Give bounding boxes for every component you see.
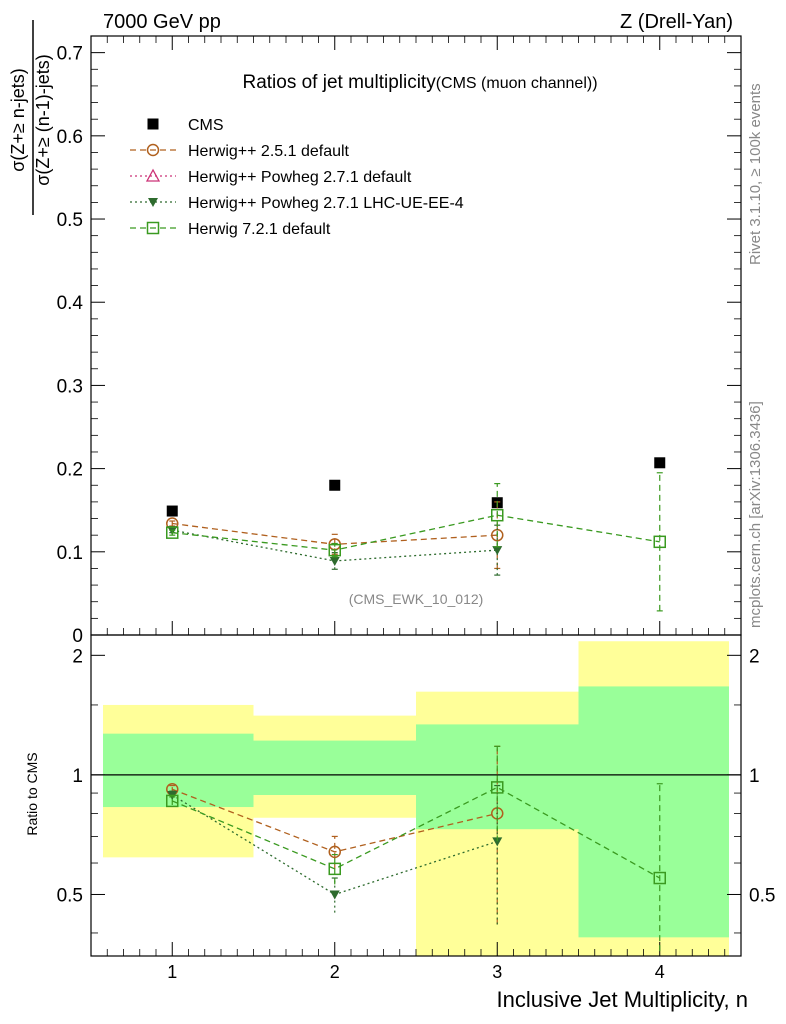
ratio-point-powheg_lhc [329,890,340,900]
y-label-denominator: σ(Z+≥ (n-1)-jets) [33,54,53,186]
data-point-cms [166,505,178,517]
ratio-y-tick-label-right: 2 [749,646,760,667]
ratio-series-herwig721 [166,745,666,952]
process-label: Z (Drell-Yan) [620,11,733,33]
ratio-point-herwig251 [328,845,341,859]
ratio-point-herwig721 [328,862,341,876]
ratio-y-axis-label: Ratio to CMS [24,752,40,835]
legend-entry-powheg_lhc: Herwig++ Powheg 2.7.1 LHC-UE-EE-4 [130,195,464,212]
legend-entry-powheg271: Herwig++ Powheg 2.7.1 default [130,168,412,186]
data-point-powheg_lhc [329,556,340,566]
legend-marker [148,198,158,207]
series-cms [166,457,666,517]
main-y-tick-label: 0 [72,626,83,647]
uncertainty-band-inner [253,740,416,795]
ratio-y-tick-label-right: 0.5 [749,885,775,906]
x-tick-label: 3 [492,962,502,982]
ratio-point-herwig721 [491,781,504,794]
data-point-herwig721 [491,508,504,522]
main-y-tick-label: 0.7 [57,44,83,65]
main-y-axis-label: σ(Z+≥ n-jets) σ(Z+≥ (n-1)-jets) [8,20,53,215]
legend-marker [145,168,161,182]
ratio-point-herwig721 [166,794,179,808]
main-y-tick-label: 0.6 [57,127,83,148]
data-point-herwig721 [166,526,179,539]
title-main: Ratios of jet multiplicity [242,72,436,93]
title-suffix: (CMS (muon channel)) [436,75,598,92]
series-herwig721 [166,472,666,612]
collision-energy-label: 7000 GeV pp [103,11,221,33]
ratio-y-tick-label: 2 [72,646,83,667]
legend-marker [146,143,160,157]
main-y-tick-label: 0.4 [57,293,84,314]
series-line-herwig721 [172,514,660,551]
legend-entry-herwig251: Herwig++ 2.5.1 default [130,143,350,160]
legend-entry-herwig721: Herwig 7.2.1 default [130,221,331,238]
legend-marker [146,221,160,235]
mcplots-reference-label: mcplots.cern.ch [arXiv:1306.3436] [747,401,764,628]
data-point-cms [654,457,666,469]
uncertainty-band-inner [578,686,729,938]
legend-label: Herwig 7.2.1 default [188,221,331,238]
legend-entry-cms: CMS [147,117,224,134]
ratio-y-tick-label: 0.5 [57,885,83,906]
x-axis-label: Inclusive Jet Multiplicity, n [497,987,748,1012]
legend-label: Herwig++ 2.5.1 default [188,143,350,160]
ratio-point-powheg_lhc [492,837,503,847]
data-point-cms [329,479,341,491]
rivet-version-label: Rivet 3.1.10, ≥ 100k events [747,83,764,265]
legend-label: CMS [188,117,224,134]
ratio-y-tick-label: 1 [72,766,83,787]
ratio-point-herwig721 [653,871,666,885]
ratio-line-herwig721 [171,786,661,879]
ratio-line-herwig251 [172,788,498,853]
main-y-tick-label: 0.5 [57,210,83,231]
x-tick-label: 2 [330,962,340,982]
main-y-tick-label: 0.1 [57,543,83,564]
main-chart-title: Ratios of jet multiplicity(CMS (muon cha… [242,72,597,93]
x-tick-label: 4 [655,962,665,982]
y-label-numerator: σ(Z+≥ n-jets) [8,68,28,172]
data-point-herwig721 [653,535,666,549]
main-y-tick-label: 0.3 [57,376,83,397]
main-y-tick-label: 0.2 [57,460,83,481]
analysis-tag: (CMS_EWK_10_012) [349,591,484,607]
data-point-herwig721 [328,543,341,557]
ratio-y-tick-label-right: 1 [749,766,760,787]
legend-marker [147,118,159,130]
legend-label: Herwig++ Powheg 2.7.1 default [188,169,412,186]
x-tick-label: 1 [167,962,177,982]
legend-label: Herwig++ Powheg 2.7.1 LHC-UE-EE-4 [188,195,464,212]
data-point-powheg_lhc [492,546,503,556]
